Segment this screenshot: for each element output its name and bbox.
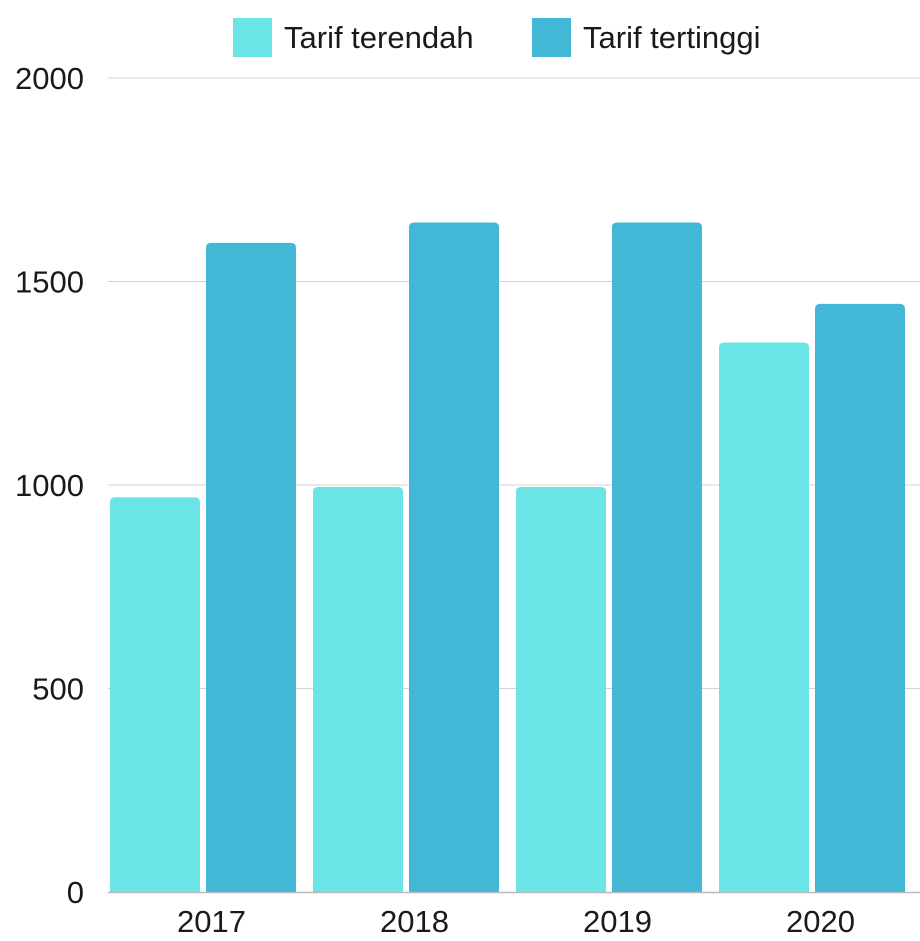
x-tick-label: 2017 xyxy=(177,904,246,936)
legend: Tarif terendah Tarif tertinggi xyxy=(233,18,760,57)
y-axis-tick-labels: 0 500 1000 1500 2000 xyxy=(15,61,84,910)
bar-tarif-tertinggi-2020 xyxy=(815,303,905,892)
legend-label: Tarif terendah xyxy=(284,20,474,55)
y-tick-label: 0 xyxy=(67,875,84,910)
bar-tarif-tertinggi-2017 xyxy=(206,242,296,892)
legend-label: Tarif tertinggi xyxy=(583,20,760,55)
x-tick-label: 2018 xyxy=(380,904,449,936)
x-tick-label: 2019 xyxy=(583,904,652,936)
bar-tarif-tertinggi-2018 xyxy=(409,222,499,893)
bar-tarif-terendah-2017 xyxy=(110,497,200,892)
y-tick-label: 500 xyxy=(32,672,84,707)
x-tick-label: 2020 xyxy=(786,904,855,936)
bars xyxy=(110,222,905,893)
bar-tarif-tertinggi-2019 xyxy=(612,222,702,893)
legend-swatch xyxy=(233,18,272,57)
y-tick-label: 2000 xyxy=(15,61,84,96)
bar-tarif-terendah-2019 xyxy=(516,487,606,892)
y-tick-label: 1000 xyxy=(15,468,84,503)
bar-tarif-terendah-2018 xyxy=(313,487,403,892)
x-axis-tick-labels: 2017 2018 2019 2020 xyxy=(177,904,855,939)
y-tick-label: 1500 xyxy=(15,265,84,300)
bar-tarif-terendah-2020 xyxy=(719,342,809,892)
legend-swatch xyxy=(532,18,571,57)
